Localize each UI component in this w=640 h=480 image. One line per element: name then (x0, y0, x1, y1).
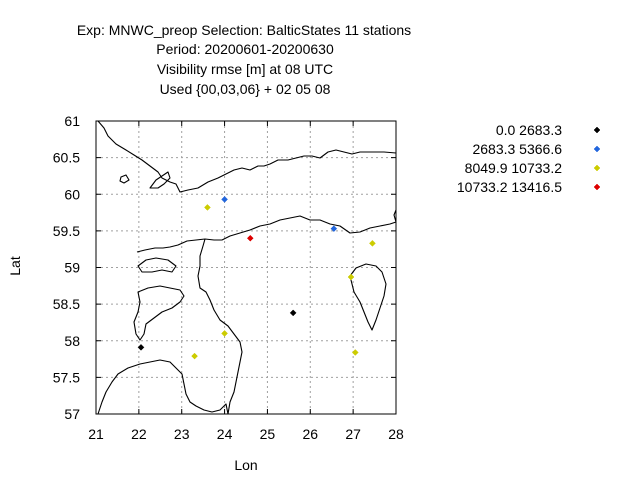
y-tick-label: 58 (64, 333, 80, 349)
x-tick-label: 26 (302, 426, 318, 442)
coastline-lake-peipus (349, 263, 387, 331)
title-line-3: Visibility rmse [m] at 08 UTC (157, 61, 333, 77)
y-tick-label: 59.5 (53, 223, 80, 239)
y-tick-label: 58.5 (53, 296, 80, 312)
x-tick-label: 28 (388, 426, 404, 442)
coastline-hiiumaa (137, 257, 177, 273)
coastline-finland (97, 120, 397, 193)
coastline-island-hanko (119, 174, 130, 184)
legend: 0.0 2683.3 2683.3 5366.6 8049.9 10733.2 107… (457, 122, 601, 195)
y-axis-label: Lat (7, 256, 23, 276)
grid (96, 121, 396, 414)
legend-marker-series-4 (593, 183, 601, 191)
coastline (97, 120, 397, 415)
data-point-series-3 (351, 349, 359, 356)
legend-marker-series-3 (593, 164, 601, 172)
data-point-series-3 (347, 273, 355, 281)
x-axis-label: Lon (234, 457, 257, 473)
legend-marker-series-2 (593, 145, 601, 153)
data-point-series-1 (137, 343, 145, 351)
y-tick-label: 57 (64, 406, 80, 422)
data-point-series-2 (330, 225, 338, 233)
y-tick-label: 59 (64, 260, 80, 276)
coastline-estonia-ne (393, 209, 397, 223)
axes: 21 22 23 24 25 26 27 28 57 57.5 58 58.5 59 59.5 60 60.5… (53, 113, 404, 442)
data-point-series-3 (369, 239, 376, 247)
data-point-series-2 (221, 196, 228, 203)
legend-label-series-2: 2683.3 5366.6 (472, 141, 562, 157)
legend-label-series-4: 10733.2 13416.5 (457, 179, 562, 195)
title-line-1: Exp: MNWC_preop Selection: BalticStates … (77, 22, 411, 38)
y-tick-label: 60 (64, 186, 80, 202)
coastline-estonia-west (197, 238, 243, 415)
data-point-series-3 (221, 330, 228, 337)
title-line-4: Used {00,03,06} + 02 05 08 (160, 81, 331, 97)
y-tick-label: 57.5 (53, 369, 80, 385)
x-tick-label: 25 (260, 426, 276, 442)
coastline-saaremaa (133, 285, 185, 341)
data-points (137, 196, 376, 360)
y-tick-label: 60.5 (53, 150, 80, 166)
title-line-2: Period: 20200601-20200630 (156, 41, 334, 57)
coastline-estonia-north (136, 215, 397, 253)
y-tick-label: 61 (64, 113, 80, 129)
coastline-latvia (97, 359, 229, 415)
x-tick-label: 22 (131, 426, 147, 442)
x-tick-label: 23 (174, 426, 190, 442)
x-tick-label: 24 (217, 426, 233, 442)
legend-label-series-1: 0.0 2683.3 (496, 122, 562, 138)
chart-title: Exp: MNWC_preop Selection: BalticStates … (77, 22, 411, 97)
x-tick-label: 27 (345, 426, 361, 442)
coastline-finland-archipelago (149, 171, 171, 189)
data-point-series-4 (246, 234, 254, 242)
data-point-series-3 (191, 352, 198, 360)
legend-marker-series-1 (593, 126, 601, 134)
x-tick-label: 21 (88, 426, 104, 442)
legend-label-series-3: 8049.9 10733.2 (465, 160, 563, 176)
data-point-series-1 (289, 309, 297, 317)
data-point-series-3 (204, 204, 211, 211)
